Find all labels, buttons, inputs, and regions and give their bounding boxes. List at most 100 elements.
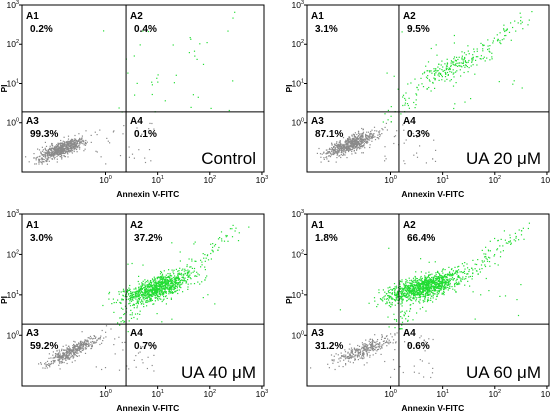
y-tick-label: 100	[6, 330, 19, 340]
scatter-point	[135, 366, 137, 368]
scatter-point	[423, 295, 425, 297]
scatter-point	[438, 290, 440, 292]
scatter-point	[336, 157, 338, 159]
x-tick-label: 100	[384, 389, 397, 399]
scatter-point	[415, 298, 417, 300]
scatter-point	[424, 284, 426, 286]
scatter-point	[455, 65, 457, 67]
scatter-point	[401, 328, 403, 330]
scatter-point	[411, 279, 413, 281]
scatter-point	[440, 276, 442, 278]
scatter-point	[409, 297, 411, 299]
scatter-point	[170, 298, 172, 300]
plot-frame	[306, 4, 550, 173]
scatter-point	[425, 286, 427, 288]
scatter-point	[147, 299, 149, 302]
scatter-point	[53, 360, 55, 362]
scatter-point	[403, 314, 405, 316]
scatter-point	[422, 306, 424, 308]
scatter-point	[73, 340, 75, 342]
scatter-point	[448, 287, 450, 289]
scatter-point	[121, 341, 123, 344]
scatter-point	[471, 267, 473, 269]
scatter-point	[400, 303, 402, 305]
scatter-point	[206, 42, 208, 44]
scatter-point	[161, 321, 163, 323]
scatter-point	[50, 360, 52, 363]
scatter-point	[143, 283, 145, 285]
scatter-point	[419, 359, 421, 361]
scatter-point	[437, 74, 439, 76]
scatter-point	[114, 353, 116, 355]
scatter-point	[360, 137, 362, 139]
scatter-point	[225, 236, 227, 238]
scatter-point	[439, 289, 441, 291]
scatter-point	[56, 153, 58, 156]
scatter-point	[503, 29, 505, 31]
scatter-point	[362, 358, 364, 360]
scatter-point	[56, 155, 58, 158]
scatter-point	[136, 318, 138, 320]
scatter-point	[91, 345, 93, 347]
scatter-point	[441, 293, 443, 295]
scatter-point	[428, 283, 430, 285]
scatter-point	[433, 289, 435, 291]
scatter-point	[462, 59, 464, 61]
scatter-point	[329, 155, 331, 157]
scatter-point	[373, 126, 376, 128]
scatter-point	[139, 351, 141, 353]
scatter-point	[452, 62, 454, 64]
scatter-point	[445, 288, 447, 290]
scatter-point	[377, 345, 379, 347]
scatter-point	[93, 342, 95, 344]
scatter-point	[347, 142, 349, 144]
scatter-point	[408, 277, 410, 279]
scatter-point	[376, 350, 378, 352]
scatter-point	[165, 280, 167, 282]
scatter-point	[96, 339, 98, 341]
scatter-point	[58, 154, 60, 156]
scatter-point	[442, 276, 445, 278]
scatter-point	[162, 299, 164, 301]
scatter-point	[354, 354, 356, 357]
scatter-point	[374, 345, 376, 347]
x-tick-label: 100	[99, 175, 112, 185]
scatter-point	[166, 287, 168, 289]
scatter-point	[141, 295, 143, 297]
scatter-point	[347, 351, 349, 353]
scatter-point	[402, 288, 405, 290]
scatter-point	[166, 288, 168, 290]
scatter-point	[172, 271, 174, 273]
scatter-point	[359, 136, 361, 138]
scatter-point	[500, 238, 502, 240]
scatter-point	[426, 287, 428, 289]
scatter-point	[353, 347, 356, 349]
scatter-point	[463, 270, 465, 272]
scatter-point	[331, 143, 333, 145]
scatter-point	[449, 287, 451, 289]
scatter-point	[384, 126, 386, 128]
scatter-point	[347, 352, 349, 354]
x-axis-label: Annexin V-FITC	[116, 189, 179, 199]
scatter-point	[438, 73, 440, 75]
scatter-point	[59, 149, 61, 151]
scatter-point	[66, 362, 68, 365]
scatter-point	[409, 291, 411, 293]
scatter-point	[391, 297, 393, 299]
scatter-point	[65, 144, 67, 146]
scatter-point	[403, 292, 405, 294]
scatter-point	[448, 266, 450, 268]
scatter-point	[496, 248, 499, 250]
scatter-point	[407, 296, 409, 298]
scatter-point	[71, 146, 73, 148]
scatter-point	[428, 274, 430, 276]
scatter-point	[152, 286, 154, 288]
scatter-point	[78, 342, 80, 345]
scatter-point	[417, 289, 420, 291]
scatter-point	[145, 301, 147, 303]
scatter-point	[367, 347, 370, 349]
scatter-point	[471, 275, 473, 277]
scatter-point	[415, 99, 417, 101]
scatter-point	[38, 149, 41, 151]
scatter-point	[84, 347, 86, 349]
